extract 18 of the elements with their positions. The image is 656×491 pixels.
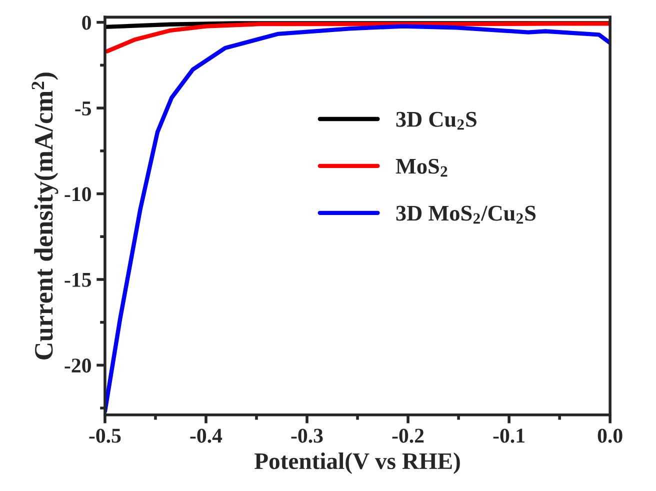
x-axis-title: Potential(V vs RHE)	[254, 452, 460, 474]
legend-label: 3D Cu$_{2}$S	[396, 112, 476, 130]
y-tick-label: -20	[64, 358, 91, 373]
line-series	[104, 22, 610, 54]
y-tick-label: -5	[75, 102, 92, 116]
x-tick-label: -0.5	[89, 428, 121, 443]
y-axis-title: Current density(mA/cm$^{2}$)	[32, 72, 58, 360]
y-tick-label: -15	[64, 272, 92, 287]
legend-label: 3D MoS$_{2}$/Cu$_{2}$S	[396, 206, 536, 224]
x-tick-label: -0.1	[493, 428, 524, 443]
x-tick-label: 0.0	[598, 428, 622, 443]
line-series	[104, 24, 610, 414]
y-tick-label: -10	[64, 187, 91, 202]
legend-label: MoS$_{2}$	[396, 158, 448, 177]
y-tick-label: 0	[82, 16, 91, 30]
x-tick-label: -0.4	[190, 428, 222, 443]
x-tick-label: -0.3	[291, 428, 323, 443]
x-tick-label: -0.2	[392, 428, 424, 443]
